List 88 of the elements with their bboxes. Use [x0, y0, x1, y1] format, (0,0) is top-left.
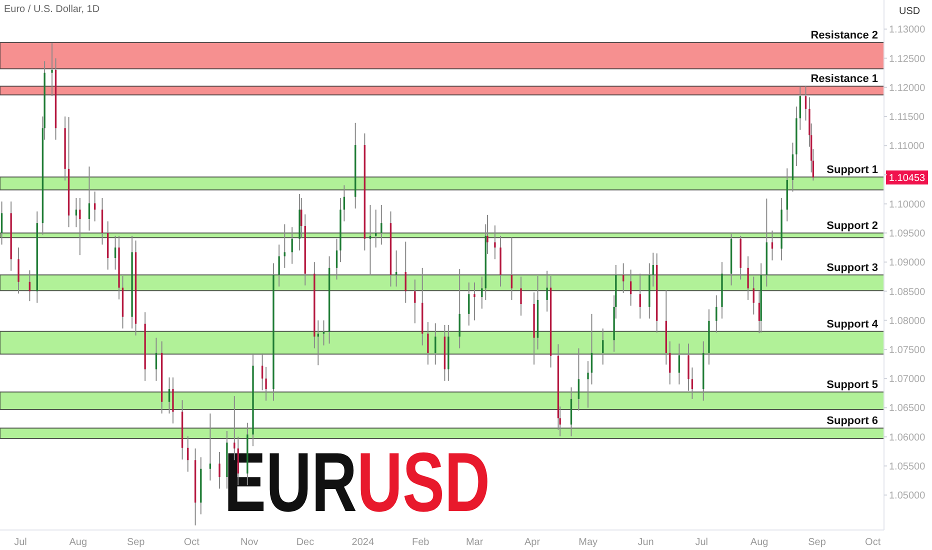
candlestick — [209, 413, 212, 481]
candlestick — [578, 348, 580, 412]
y-tick-label: 1.13000 — [889, 24, 926, 36]
candlestick — [546, 270, 548, 312]
x-tick-label: Jun — [638, 537, 654, 548]
candlestick — [414, 279, 416, 324]
y-tick-label: 1.08500 — [889, 286, 926, 298]
candlestick — [652, 252, 654, 288]
band-label: Support 3 — [826, 262, 878, 274]
candlestick — [804, 86, 807, 122]
candlestick — [101, 198, 104, 246]
candlestick — [688, 343, 690, 392]
y-tick-label: 1.07500 — [889, 345, 926, 356]
candlestick — [375, 209, 377, 248]
x-tick-label: Nov — [240, 537, 258, 548]
x-tick-label: Sep — [808, 537, 826, 548]
y-tick-label: 1.08000 — [889, 316, 926, 327]
candlestick — [427, 322, 429, 366]
y-tick-label: 1.11000 — [889, 141, 925, 152]
band-label: Resistance 2 — [810, 30, 878, 42]
band-label: Support 2 — [826, 220, 878, 232]
candlestick — [218, 451, 220, 490]
candlestick — [747, 256, 749, 300]
candlestick — [369, 204, 372, 276]
band-label: Support 4 — [826, 318, 879, 330]
candlestick — [639, 273, 641, 320]
candlestick — [317, 320, 319, 366]
x-tick-label: Mar — [466, 537, 484, 548]
band-label: Support 1 — [826, 164, 878, 176]
candlestick — [587, 360, 589, 408]
band-label: Resistance 1 — [810, 73, 878, 86]
y-tick-label: 1.11500 — [889, 112, 925, 124]
candlestick — [434, 322, 436, 366]
candlestick — [0, 201, 3, 246]
candlestick — [474, 282, 476, 321]
candlestick — [494, 224, 496, 260]
candlestick — [155, 337, 158, 382]
candlestick — [336, 238, 338, 280]
candlestick — [51, 42, 53, 97]
candlestick — [168, 376, 170, 414]
annotation: 1.10453 — [888, 172, 926, 184]
candlestick — [468, 282, 470, 326]
candlestick — [380, 204, 382, 246]
candlestick — [691, 367, 694, 400]
candlestick — [602, 328, 604, 366]
text: EUR — [224, 435, 358, 529]
x-tick-label: Feb — [412, 537, 430, 548]
y-tick-label: 1.12500 — [889, 54, 926, 65]
candlestick — [114, 235, 116, 270]
y-tick-label: 1.05000 — [889, 490, 926, 502]
x-tick-label: Jul — [14, 537, 27, 548]
candlestick — [265, 366, 267, 402]
candlestick — [278, 244, 280, 288]
candlestick — [622, 262, 624, 294]
candlestick — [79, 198, 81, 256]
y-tick-label: 1.09000 — [889, 258, 926, 269]
candlestick — [520, 276, 522, 316]
candlestick — [458, 268, 460, 349]
candlestick — [234, 396, 236, 461]
band-label: Support 6 — [826, 415, 878, 428]
band-label: Support 5 — [826, 378, 878, 391]
x-tick-label: May — [578, 537, 598, 548]
y-tick-label: 1.09500 — [889, 228, 926, 240]
candlestick — [510, 237, 513, 300]
candlestick — [172, 376, 174, 424]
x-tick-label: Oct — [184, 537, 200, 548]
x-tick-label: Dec — [296, 537, 314, 548]
x-tick-label: Sep — [126, 537, 146, 548]
y-tick-label: 1.10000 — [889, 199, 926, 210]
y-axis-title: USD — [357, 435, 490, 529]
candlestick — [75, 198, 78, 228]
candlestick — [395, 250, 398, 288]
y-tick-label: 1.12000 — [889, 82, 926, 94]
x-tick-label: Jul — [695, 537, 708, 548]
chart-title: Euro / U.S. Dollar, 1D — [4, 4, 100, 15]
y-tick-label: 1.06500 — [889, 403, 926, 414]
candlestick — [481, 276, 483, 310]
x-tick-label: Apr — [524, 537, 541, 548]
x-tick-label: Oct — [865, 537, 881, 548]
x-tick-label: Aug — [69, 537, 88, 548]
x-tick-label: 2024 — [352, 537, 374, 548]
y-tick-label: 1.06000 — [889, 432, 926, 444]
text: USD — [899, 6, 920, 17]
y-tick-label: 1.05500 — [889, 461, 926, 472]
candlestick — [284, 224, 286, 268]
y-tick-label: 1.07000 — [889, 374, 926, 386]
x-tick-label: Aug — [750, 537, 768, 548]
candlestick — [18, 247, 20, 294]
